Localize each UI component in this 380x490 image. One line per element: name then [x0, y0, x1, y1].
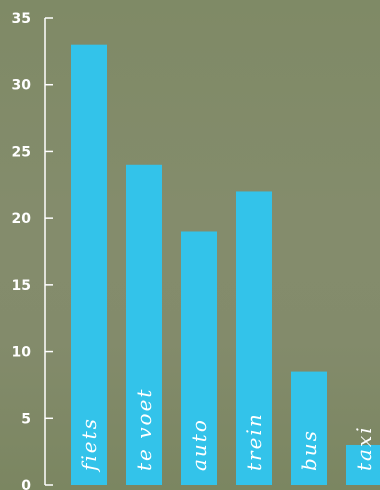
bar-labels: fiets te voet auto trein bus taxi: [77, 388, 376, 473]
y-tick-label: 35: [12, 11, 31, 27]
bar-taxi: [346, 444, 380, 485]
y-axis: 0 5 10 15 20 25 30 35: [12, 11, 53, 490]
bars: [71, 44, 380, 485]
bar-bus: [291, 371, 327, 485]
bar-trein: [236, 191, 272, 485]
y-tick-label: 5: [21, 411, 31, 427]
y-tick-label: 15: [12, 278, 31, 294]
y-tick-label: 30: [12, 78, 32, 94]
category-label: fiets: [77, 417, 101, 473]
bar-fiets: [71, 44, 107, 485]
y-tick-label: 20: [12, 211, 32, 227]
category-label: taxi: [352, 425, 376, 471]
y-tick-label: 10: [12, 345, 32, 361]
category-label: trein: [242, 412, 266, 471]
category-label: bus: [297, 429, 321, 471]
bar-te-voet: [126, 164, 162, 485]
bar-auto: [181, 231, 217, 485]
category-label: te voet: [132, 388, 156, 471]
y-tick-label: 0: [21, 478, 31, 490]
category-label: auto: [187, 418, 211, 471]
y-tick-label: 25: [12, 144, 31, 160]
